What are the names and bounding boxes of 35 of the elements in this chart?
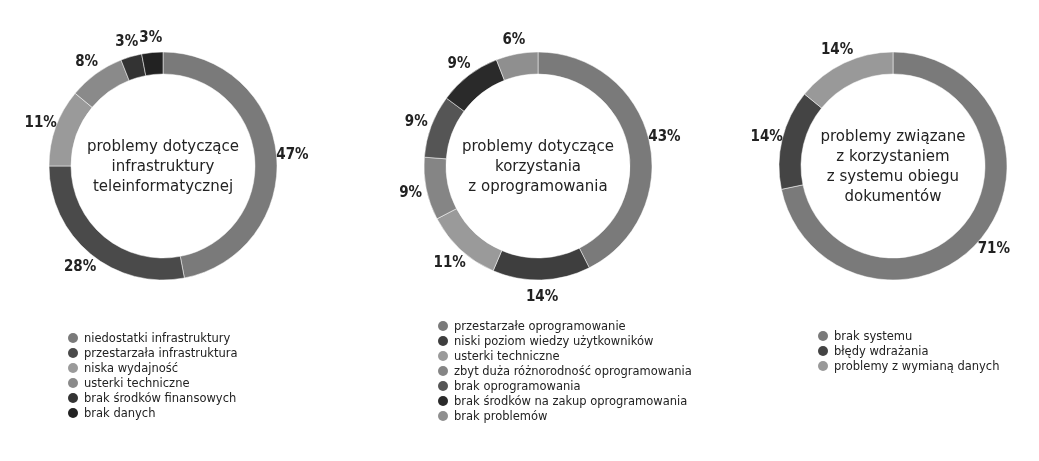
text: problemy dotyczące korzystania z oprogramowania [462,137,614,195]
data-label: 9% [399,183,423,202]
data-label: 3% [139,27,163,46]
data-label: 28% [63,257,97,276]
data-label: 6% [502,29,526,48]
data-label: 71% [977,239,1011,258]
legend-label: przestarzała infrastruktura [84,346,238,361]
data-label: 9% [447,54,471,73]
data-label: 14% [820,39,854,58]
legend-label: brak systemu [834,329,913,344]
text: problemy związane z korzystaniem z systemu obiegu dokumentów [820,127,966,205]
legend-label: brak środków na zakup oprogramowania [454,394,688,409]
data-label: 11% [24,113,58,132]
data-label: 47% [276,145,310,164]
legend-label: brak danych [84,406,156,421]
legend-label: brak środków finansowych [84,391,237,406]
legend-label: przestarzałe oprogramowanie [454,319,626,334]
text: problemy dotyczące infrastruktury teleinformatycznej [87,137,239,195]
legend-label: błędy wdrażania [834,344,929,359]
legend-label: brak oprogramowania [454,379,581,394]
legend-label: usterki techniczne [84,376,190,391]
data-label: 11% [433,252,467,271]
legend-label: problemy z wymianą danych [834,359,1000,374]
data-label: 14% [750,126,784,145]
legend-label: brak problemów [454,409,548,424]
legend-label: usterki techniczne [454,349,560,364]
data-label: 14% [525,287,559,306]
legend-label: niska wydajność [84,361,179,376]
data-label: 8% [75,52,99,71]
legend-label: niedostatki infrastruktury [84,331,231,346]
data-label: 9% [404,111,429,130]
legend-label: niski poziom wiedzy użytkowników [454,334,654,349]
legend-label: zbyt duża różnorodność oprogramowania [454,364,692,379]
data-label: 3% [115,32,139,51]
data-label: 43% [648,127,682,146]
